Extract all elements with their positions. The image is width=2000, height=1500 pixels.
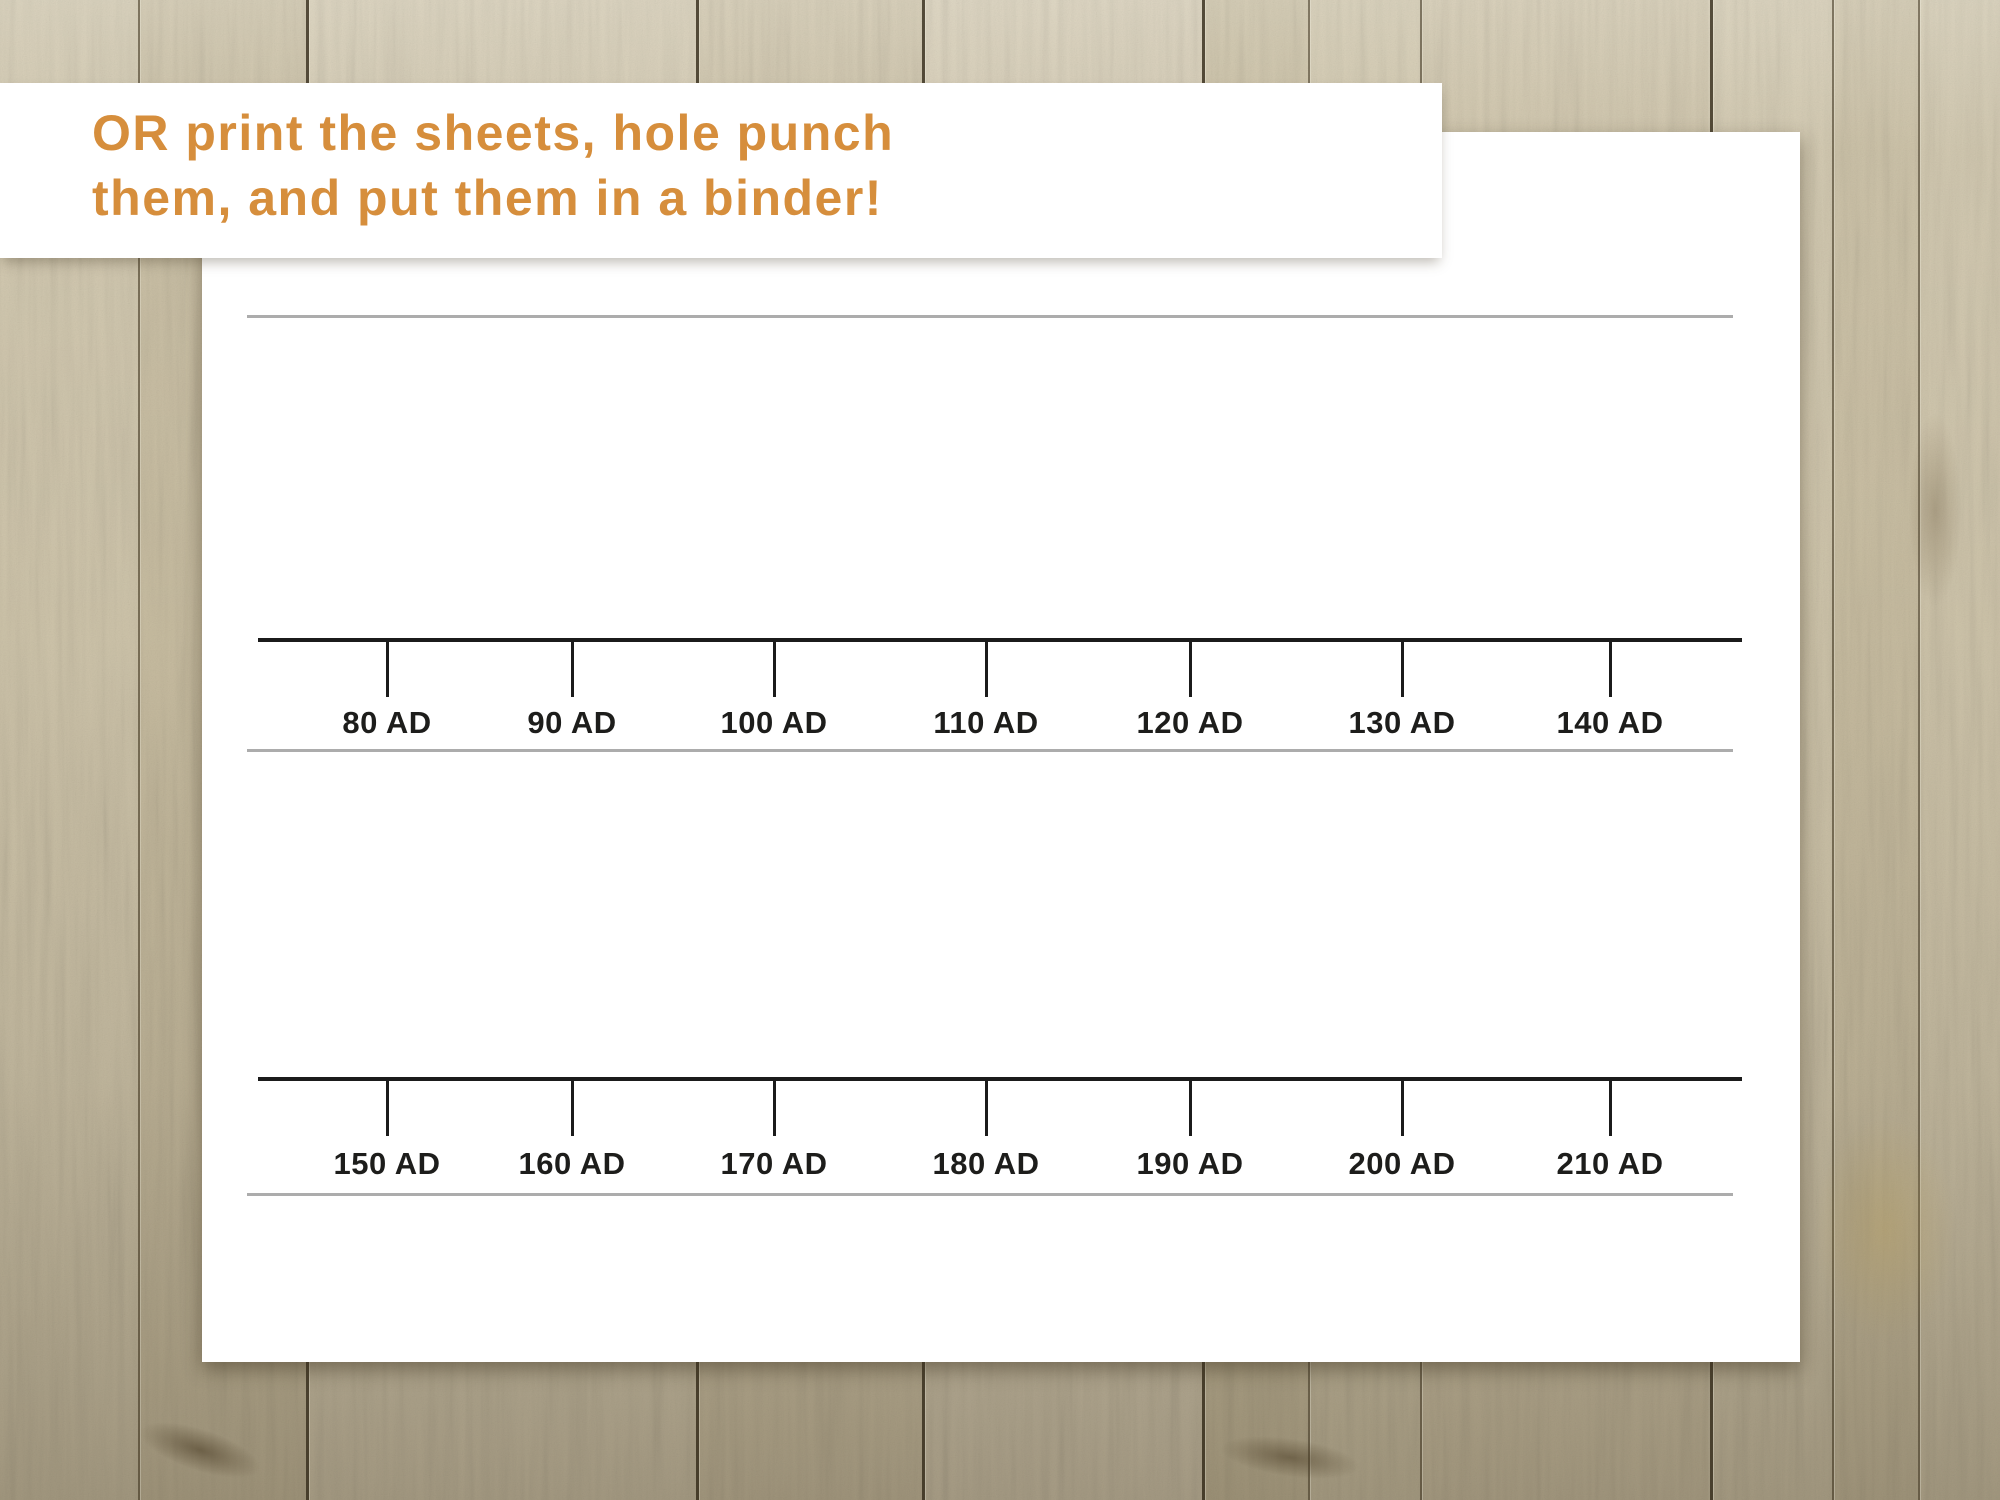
timeline-tick bbox=[571, 1079, 574, 1136]
timeline-row-80-140-ad: 80 AD 90 AD 100 AD 110 AD 120 AD 130 AD … bbox=[202, 132, 1800, 1362]
timeline-tick-label: 130 AD bbox=[1348, 705, 1456, 740]
timeline-tick-label: 200 AD bbox=[1348, 1146, 1456, 1181]
instruction-text-line-2: them, and put them in a binder! bbox=[92, 170, 883, 226]
timeline-tick bbox=[1401, 1079, 1404, 1136]
timeline-tick bbox=[985, 1079, 988, 1136]
wood-plank-seam bbox=[138, 0, 140, 1500]
timeline-tick bbox=[1401, 640, 1404, 697]
timeline-tick bbox=[386, 1079, 389, 1136]
timeline-tick bbox=[1189, 1079, 1192, 1136]
timeline-tick-label: 120 AD bbox=[1136, 705, 1244, 740]
timeline-axis bbox=[258, 638, 1742, 642]
timeline-tick bbox=[773, 1079, 776, 1136]
timeline-tick-label: 180 AD bbox=[932, 1146, 1040, 1181]
instruction-text: OR print the sheets, hole punch them, an… bbox=[92, 101, 894, 231]
timeline-tick-label: 110 AD bbox=[933, 705, 1039, 740]
timeline-tick-label: 160 AD bbox=[518, 1146, 626, 1181]
worksheet-page: 80 AD 90 AD 100 AD 110 AD 120 AD 130 AD … bbox=[202, 132, 1800, 1362]
ruled-line-middle bbox=[247, 749, 1733, 752]
timeline-tick bbox=[1609, 640, 1612, 697]
timeline-tick bbox=[1189, 640, 1192, 697]
ruled-line-bottom bbox=[247, 1193, 1733, 1196]
instruction-banner: OR print the sheets, hole punch them, an… bbox=[0, 83, 1442, 258]
instruction-text-line-1: OR print the sheets, hole punch bbox=[92, 105, 895, 161]
timeline-tick bbox=[985, 640, 988, 697]
timeline-tick-label: 100 AD bbox=[720, 705, 828, 740]
timeline-tick bbox=[386, 640, 389, 697]
wood-plank-seam bbox=[1918, 0, 1920, 1500]
timeline-tick-label: 170 AD bbox=[720, 1146, 828, 1181]
timeline-tick bbox=[1609, 1079, 1612, 1136]
ruled-line-top bbox=[247, 315, 1733, 318]
timeline-tick-label: 80 AD bbox=[342, 705, 432, 740]
timeline-tick-label: 150 AD bbox=[333, 1146, 441, 1181]
wood-plank-seam bbox=[1832, 0, 1834, 1500]
timeline-axis bbox=[258, 1077, 1742, 1081]
timeline-tick-label: 190 AD bbox=[1136, 1146, 1244, 1181]
timeline-tick-label: 140 AD bbox=[1556, 705, 1664, 740]
timeline-tick-label: 90 AD bbox=[527, 705, 617, 740]
timeline-row-150-210-ad: 150 AD 160 AD 170 AD 180 AD 190 AD 200 A… bbox=[202, 132, 1800, 1362]
timeline-tick bbox=[773, 640, 776, 697]
timeline-tick-label: 210 AD bbox=[1556, 1146, 1664, 1181]
timeline-tick bbox=[571, 640, 574, 697]
